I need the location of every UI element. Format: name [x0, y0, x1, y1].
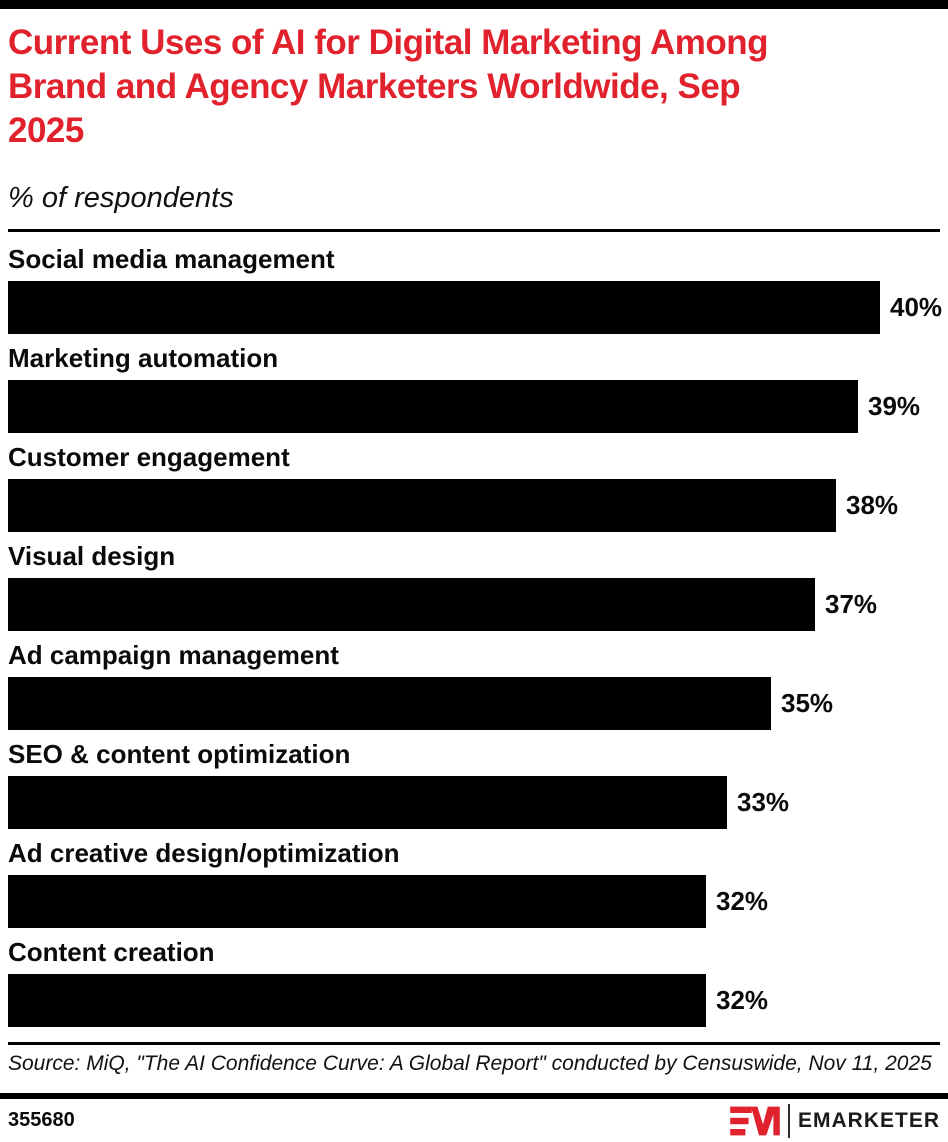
bar-value: 32%: [716, 886, 769, 917]
chart-subtitle: % of respondents: [8, 182, 234, 215]
bar-category-label: Social media management: [8, 244, 335, 275]
bar-track: 33%: [8, 776, 940, 830]
bar-row: Ad creative design/optimization 32%: [8, 838, 940, 929]
bar-row: Content creation 32%: [8, 937, 940, 1028]
bar: [8, 677, 771, 731]
emarketer-logo: EMARKETER: [730, 1103, 940, 1138]
bar-value: 33%: [737, 787, 790, 818]
bar-category-label: Marketing automation: [8, 343, 279, 374]
source-note: Source: MiQ, "The AI Confidence Curve: A…: [8, 1052, 932, 1076]
source-divider: [8, 1042, 940, 1046]
bar: [8, 974, 706, 1028]
bar-row: Visual design 37%: [8, 541, 940, 632]
footer: 355680 EMARKETER: [0, 1099, 948, 1142]
bar: [8, 875, 706, 929]
bar-track: 35%: [8, 677, 940, 731]
bar-category-label: Content creation: [8, 937, 215, 968]
bar-track: 38%: [8, 479, 940, 533]
bar-category-label: Customer engagement: [8, 442, 290, 473]
bar-category-label: Visual design: [8, 541, 176, 572]
bar: [8, 578, 815, 632]
chart-title-line-1: Current Uses of AI for Digital Marketing…: [8, 23, 769, 62]
top-black-bar: [0, 0, 948, 9]
bar-track: 37%: [8, 578, 940, 632]
bar-value: 35%: [781, 688, 834, 719]
footer-black-bar: [0, 1093, 948, 1099]
bar-row: Social media management 40%: [8, 244, 943, 335]
bar-row: SEO & content optimization 33%: [8, 739, 940, 830]
bar-value: 39%: [868, 391, 921, 422]
bar: [8, 281, 880, 335]
bar-category-label: SEO & content optimization: [8, 739, 351, 770]
logo-separator: [787, 1103, 790, 1138]
bar-value: 40%: [890, 292, 943, 323]
bar-track: 39%: [8, 380, 940, 434]
chart-title-line-3: 2025: [8, 111, 84, 150]
emarketer-logo-icon: [730, 1106, 780, 1135]
bar-track: 32%: [8, 974, 940, 1028]
chart-title: Current Uses of AI for Digital Marketing…: [8, 21, 940, 153]
bar-row: Customer engagement 38%: [8, 442, 940, 533]
bar-category-label: Ad campaign management: [8, 640, 339, 671]
bar-value: 37%: [825, 589, 878, 620]
bar-track: 40%: [8, 281, 943, 335]
bar-value: 32%: [716, 985, 769, 1016]
bar-row: Ad campaign management 35%: [8, 640, 940, 731]
header-divider: [8, 229, 940, 233]
bar-track: 32%: [8, 875, 940, 929]
bar-chart: Social media management 40% Marketing auto…: [8, 235, 943, 1028]
chart-content: Current Uses of AI for Digital Marketing…: [0, 9, 948, 1093]
bar-row: Marketing automation 39%: [8, 343, 940, 434]
bar-category-label: Ad creative design/optimization: [8, 838, 400, 869]
bar-value: 38%: [846, 490, 899, 521]
bar: [8, 380, 858, 434]
bar: [8, 479, 836, 533]
bar: [8, 776, 727, 830]
emarketer-logo-text: EMARKETER: [797, 1108, 940, 1132]
chart-title-line-2: Brand and Agency Marketers Worldwide, Se…: [8, 67, 741, 106]
chart-id: 355680: [8, 1109, 75, 1131]
